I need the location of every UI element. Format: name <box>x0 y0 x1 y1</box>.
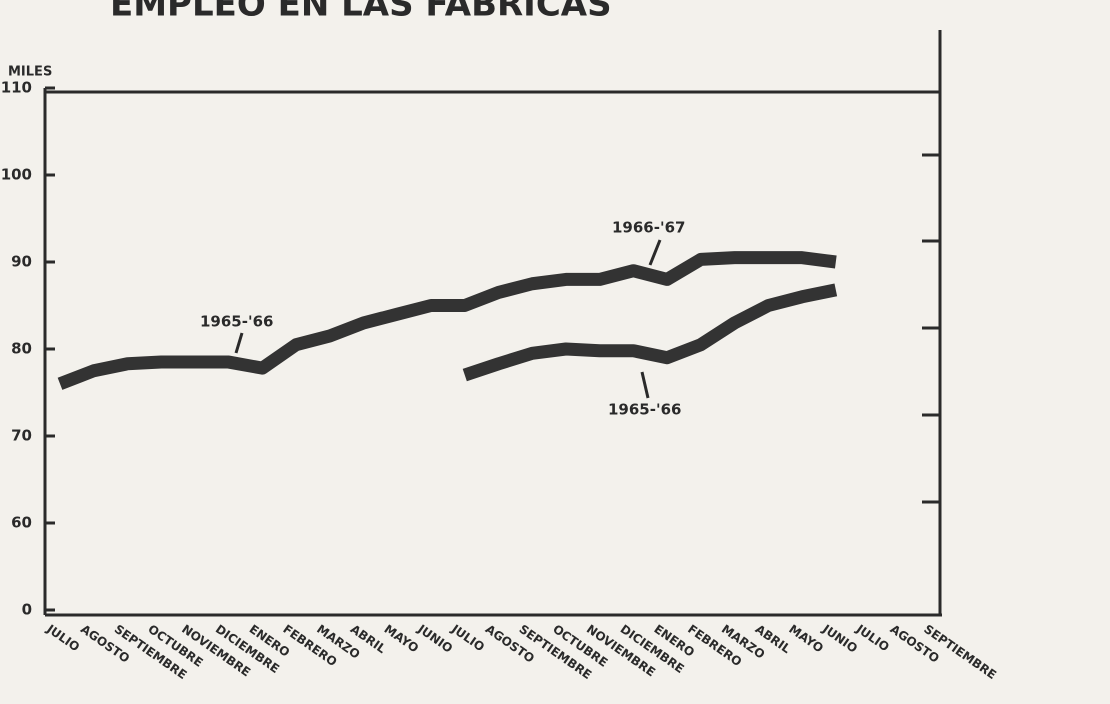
annotation-pointer <box>648 239 662 266</box>
x-tick-label: JULIO <box>448 621 487 654</box>
x-tick-label: JULIO <box>43 621 82 654</box>
annotation: 1965-'66 <box>200 313 273 331</box>
line-series <box>57 251 837 390</box>
y-axis-label: MILES <box>8 65 52 80</box>
chart-title: EMPLEO EN LAS FABRICAS <box>110 0 612 25</box>
x-tick-label: MAYO <box>786 622 826 656</box>
y-tick-label: 90 <box>11 253 32 271</box>
x-tick-label: JUNIO <box>414 621 455 655</box>
y-tick-label: 110 <box>1 79 32 97</box>
annotation: 1966-'67 <box>612 219 685 237</box>
right-ticks <box>922 153 940 504</box>
y-tick-label: 70 <box>11 427 32 445</box>
annotation-pointer <box>640 371 650 399</box>
x-tick-label: JULIO <box>853 621 892 654</box>
annotation-pointer <box>234 332 244 354</box>
annotation: 1965-'66 <box>608 401 681 419</box>
y-tick-label: 60 <box>11 514 32 532</box>
y-tick-label: 80 <box>11 340 32 358</box>
line-series <box>462 283 838 382</box>
x-tick-label: MAYO <box>382 622 422 656</box>
y-tick-label: 0 <box>22 601 32 619</box>
x-tick-label: JUNIO <box>819 621 860 655</box>
y-tick-label: 100 <box>1 166 32 184</box>
